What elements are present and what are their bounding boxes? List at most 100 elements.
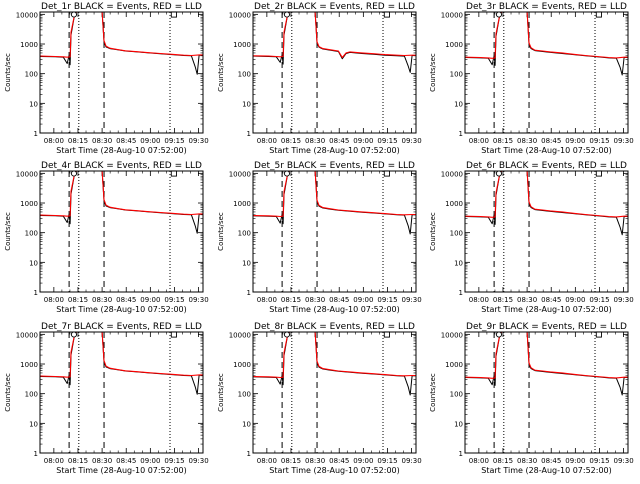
- y-tick-label: 1000: [20, 361, 38, 369]
- y-tick-label: 1: [247, 130, 251, 138]
- x-tick-label: 08:30: [305, 296, 325, 304]
- chart-title: Det_5r BLACK = Events, RED = LLD: [254, 161, 415, 171]
- y-tick-label: 100: [238, 230, 251, 238]
- x-tick-label: 08:15: [68, 296, 88, 304]
- x-tick-label: 09:00: [140, 296, 160, 304]
- y-tick-label: 10000: [441, 170, 463, 178]
- x-tick-label: 08:30: [92, 137, 112, 145]
- x-tick-label: 08:45: [329, 296, 349, 304]
- x-tick-label: 08:45: [541, 296, 561, 304]
- square-marker: [595, 11, 602, 18]
- chart-title: Det_8r BLACK = Events, RED = LLD: [254, 322, 415, 332]
- plot-frame: [39, 331, 204, 454]
- y-tick-label: 1000: [445, 200, 463, 208]
- series-line-lld: [40, 171, 203, 217]
- series-line-events: [253, 332, 416, 396]
- series-line-lld: [465, 332, 628, 379]
- plot-frame: [464, 331, 629, 454]
- y-tick-label: 10: [242, 420, 251, 428]
- chart-title: Det_4r BLACK = Events, RED = LLD: [41, 161, 202, 171]
- square-marker: [595, 170, 602, 177]
- y-tick-label: 1: [247, 289, 251, 297]
- x-axis-label: Start Time (28-Aug-10 07:52:00): [269, 466, 400, 475]
- series-line-lld: [465, 171, 628, 218]
- x-tick-label: 08:00: [44, 137, 64, 145]
- square-marker: [170, 170, 177, 177]
- x-tick-label: 09:00: [353, 137, 373, 145]
- plot-area: [40, 332, 203, 395]
- circle-marker: [70, 170, 78, 177]
- square-marker: [383, 170, 390, 177]
- y-tick-label: 1: [459, 289, 463, 297]
- x-axis-label: Start Time (28-Aug-10 07:52:00): [481, 146, 612, 155]
- plot-frame: [39, 11, 204, 134]
- x-axis-label: Start Time (28-Aug-10 07:52:00): [56, 305, 187, 314]
- square-marker: [170, 331, 177, 338]
- x-tick-label: 08:15: [493, 457, 513, 465]
- circle-marker: [495, 11, 503, 18]
- x-tick-label: 08:45: [116, 137, 136, 145]
- y-tick-label: 10: [454, 100, 463, 108]
- y-tick-label: 10: [242, 259, 251, 267]
- plot-area: [465, 171, 628, 236]
- y-tick-label: 10: [454, 420, 463, 428]
- y-tick-label: 100: [25, 71, 38, 79]
- series-line-lld: [253, 12, 416, 59]
- plot-area: [465, 332, 628, 396]
- x-axis-label: Start Time (28-Aug-10 07:52:00): [56, 466, 187, 475]
- x-tick-label: 08:30: [517, 296, 537, 304]
- chart-panel-1: Det_1r BLACK = Events, RED = LLD Counts/s…: [4, 2, 209, 155]
- chart-panel-7: Det_7r BLACK = Events, RED = LLD Counts/s…: [4, 322, 209, 475]
- y-tick-label: 10: [29, 420, 38, 428]
- y-axis-label: Counts/sec: [4, 53, 12, 92]
- x-tick-label: 08:30: [517, 137, 537, 145]
- x-tick-label: 08:15: [493, 137, 513, 145]
- y-tick-label: 100: [450, 71, 463, 79]
- y-tick-label: 10000: [229, 170, 251, 178]
- x-tick-label: 08:30: [92, 457, 112, 465]
- x-tick-label: 08:45: [116, 296, 136, 304]
- plot-frame: [464, 11, 629, 134]
- plot-area: [253, 332, 416, 396]
- x-tick-label: 09:00: [353, 457, 373, 465]
- y-axis-label: Counts/sec: [217, 212, 225, 251]
- x-axis-label: Start Time (28-Aug-10 07:52:00): [269, 305, 400, 314]
- x-tick-label: 09:15: [377, 296, 397, 304]
- x-tick-label: 09:00: [565, 296, 585, 304]
- series-line-events: [465, 12, 628, 76]
- x-tick-label: 08:30: [517, 457, 537, 465]
- y-tick-label: 10000: [16, 170, 38, 178]
- y-axis-label: Counts/sec: [429, 53, 437, 92]
- y-tick-label: 1000: [445, 361, 463, 369]
- y-tick-label: 1: [247, 450, 251, 458]
- x-tick-label: 09:30: [402, 296, 422, 304]
- y-tick-label: 100: [450, 230, 463, 238]
- circle-marker: [283, 331, 291, 338]
- x-tick-label: 08:00: [469, 296, 489, 304]
- chart-panel-5: Det_5r BLACK = Events, RED = LLD Counts/s…: [217, 161, 422, 314]
- y-tick-label: 1: [34, 450, 38, 458]
- x-tick-label: 09:00: [565, 457, 585, 465]
- x-tick-label: 09:30: [189, 296, 209, 304]
- chart-panel-2: Det_2r BLACK = Events, RED = LLD Counts/s…: [217, 2, 422, 155]
- x-tick-label: 09:00: [565, 137, 585, 145]
- x-axis-label: Start Time (28-Aug-10 07:52:00): [56, 146, 187, 155]
- y-tick-label: 1: [459, 450, 463, 458]
- chart-panel-4: Det_4r BLACK = Events, RED = LLD Counts/s…: [4, 161, 209, 314]
- square-marker: [595, 331, 602, 338]
- plot-area: [253, 12, 416, 73]
- y-tick-label: 10000: [441, 331, 463, 339]
- x-tick-label: 08:45: [329, 137, 349, 145]
- y-tick-label: 1: [34, 289, 38, 297]
- series-line-events: [40, 12, 203, 75]
- chart-title: Det_1r BLACK = Events, RED = LLD: [41, 2, 202, 12]
- plot-area: [465, 12, 628, 76]
- series-line-lld: [465, 12, 628, 59]
- x-tick-label: 09:30: [402, 457, 422, 465]
- circle-marker: [495, 170, 503, 177]
- x-tick-label: 08:00: [257, 137, 277, 145]
- x-tick-label: 08:15: [281, 296, 301, 304]
- x-axis-label: Start Time (28-Aug-10 07:52:00): [481, 305, 612, 314]
- series-line-events: [40, 171, 203, 234]
- circle-marker: [283, 170, 291, 177]
